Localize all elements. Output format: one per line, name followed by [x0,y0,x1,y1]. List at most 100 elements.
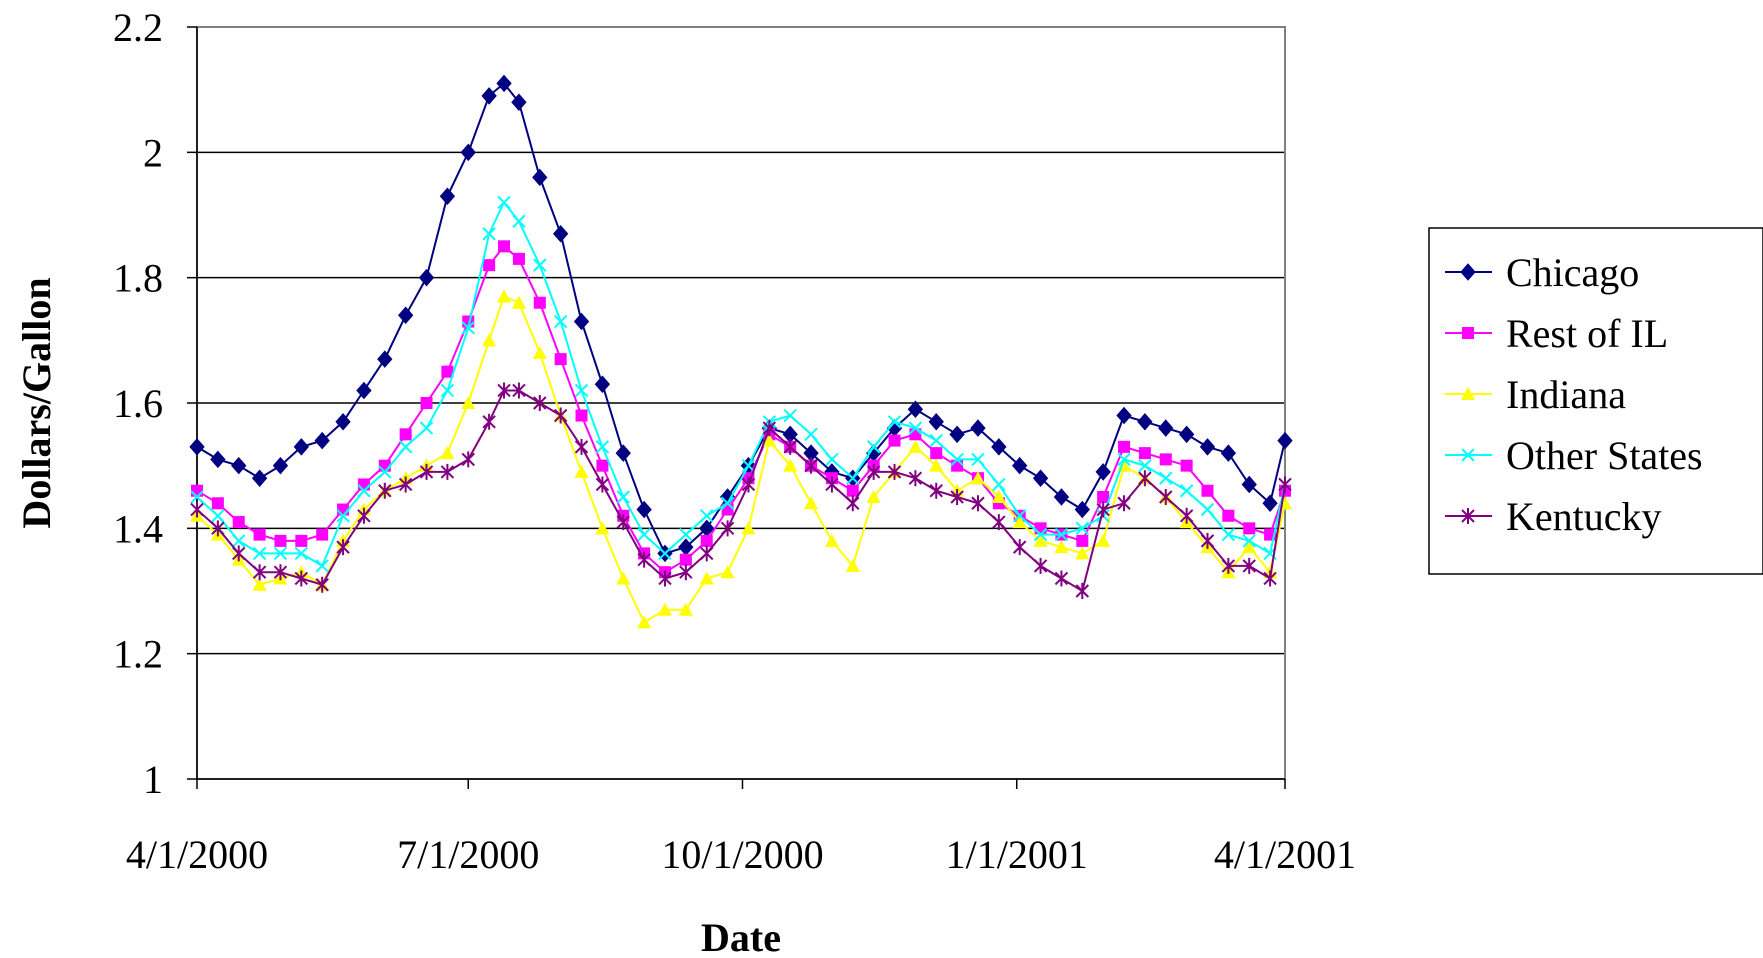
data-point [992,477,1006,492]
data-point [1179,484,1194,498]
x-axis-title: Date [701,915,781,958]
data-point [482,333,497,347]
axes [187,26,1286,789]
data-point [1277,431,1293,450]
data-point [252,546,267,561]
data-point [273,564,288,581]
data-point [511,295,526,309]
legend: Chicago Rest of IL Indiana Other States Kent… [1428,227,1763,575]
data-point [316,528,329,541]
data-point [496,74,512,93]
data-point [679,564,693,581]
data-point [461,321,475,335]
data-point [1116,406,1132,425]
legend-marker [1462,327,1474,339]
data-point [700,534,713,547]
data-point [1034,522,1047,535]
data-point [1138,447,1151,460]
data-point [1074,500,1090,519]
legend-item: Indiana [1445,372,1626,417]
data-point [315,559,329,573]
legend-item: Kentucky [1445,494,1662,539]
data-point [1117,495,1131,512]
data-point [1032,469,1049,487]
series-chicago [189,74,1293,563]
legend-label: Indiana [1506,372,1626,417]
legend-item: Other States [1445,433,1703,478]
gridlines [197,151,1285,655]
data-point [1242,557,1256,574]
data-point [1096,501,1110,518]
data-point [720,496,735,510]
data-point [232,516,245,529]
data-point [637,551,651,568]
x-tick-labels: 4/1/2000 7/1/2000 10/1/2000 1/1/2001 4/1/200… [126,832,1356,877]
data-point [741,521,756,535]
data-point [846,484,859,497]
data-point [991,490,1006,503]
data-point [1095,463,1111,481]
data-point [357,507,371,524]
data-point [825,452,839,467]
data-point [1278,476,1292,493]
data-point [679,553,692,566]
legend-label: Other States [1506,433,1703,478]
data-point [190,501,204,518]
y-tick-label: 1.6 [113,381,163,426]
data-point [1013,539,1027,556]
data-point [191,484,203,497]
data-point [253,528,266,541]
data-point [1220,444,1237,462]
legend-marker [1461,508,1475,524]
x-tick-label: 4/1/2001 [1214,832,1356,877]
data-point [497,289,512,303]
data-point [574,383,589,398]
data-point [929,458,944,472]
data-point [294,570,309,587]
data-point [699,571,714,585]
data-point [460,143,476,162]
y-tick-label: 2.2 [113,5,163,50]
y-tick-label: 2 [143,130,163,175]
data-point [908,470,923,487]
data-point [573,312,590,331]
data-point [441,365,454,378]
data-point [1242,540,1257,554]
data-point [1118,440,1131,453]
data-point [1221,557,1236,574]
data-point [461,396,476,409]
data-point [825,476,839,493]
data-point [397,306,414,325]
data-point [498,240,511,253]
data-point [1158,419,1174,437]
data-point [461,451,475,468]
data-point [595,521,610,535]
data-point [783,458,798,472]
data-point [908,421,923,435]
data-point [482,413,496,430]
data-point [357,478,370,491]
data-point [533,258,547,272]
data-point [232,545,246,562]
data-point [439,187,456,205]
data-point [1180,459,1193,472]
x-tick-label: 4/1/2000 [126,832,268,877]
data-point [1138,470,1152,487]
data-point [377,350,393,368]
data-point [700,545,714,562]
data-point [497,195,511,210]
data-point [783,438,797,455]
data-point [616,514,630,531]
data-point [596,459,609,472]
data-point [378,482,392,499]
x-tick-label: 10/1/2000 [661,832,823,877]
data-point [1053,488,1070,506]
data-point [1199,438,1216,456]
data-point [189,438,205,456]
data-point [1241,475,1257,494]
y-tick-label: 1 [143,757,163,802]
data-point [418,268,435,287]
data-point [846,471,860,485]
data-point [887,463,902,480]
data-point [824,533,839,547]
